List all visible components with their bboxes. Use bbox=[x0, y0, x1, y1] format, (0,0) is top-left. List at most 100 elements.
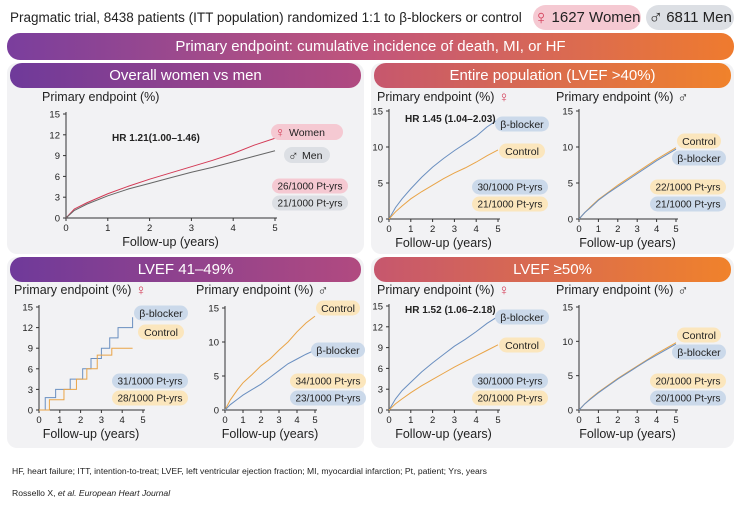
lvef41_women-ylabel: Primary endpoint (%) bbox=[14, 283, 131, 297]
lvef41_men-xlabel: Follow-up (years) bbox=[222, 427, 319, 441]
overall-y-tick-label: 3 bbox=[55, 193, 60, 204]
lvef50_men-y-tick-label: 5 bbox=[568, 371, 573, 382]
lvef50_women-y-tick-label: 0 bbox=[378, 406, 383, 417]
lvef41_women-rate-1: 28/1000 Pt-yrs bbox=[117, 394, 182, 405]
overall-series-line-1 bbox=[65, 150, 276, 219]
overall-male-symbol-icon: ♂ bbox=[288, 147, 299, 163]
entire_men-y-tick-label: 10 bbox=[562, 143, 573, 154]
lvef41_men-x-tick-label: 2 bbox=[258, 415, 263, 426]
panel-title-lvef50: LVEF ≥50% bbox=[374, 257, 731, 282]
lvef50_men-x-tick-label: 2 bbox=[615, 415, 620, 426]
entire_men-legend-label-1-bg bbox=[672, 150, 726, 166]
lvef50_women-legend-label-1-bg bbox=[499, 337, 545, 353]
lvef50_women-legend-label-0: β-blocker bbox=[500, 312, 544, 324]
overall-legend-bg-0 bbox=[271, 124, 343, 140]
lvef41_men-legend-label-0: Control bbox=[321, 303, 355, 315]
lvef50_women-y-tick-label: 12 bbox=[372, 322, 383, 333]
lvef41_men-y-tick-label: 5 bbox=[214, 372, 219, 383]
entire_men-series-line-1 bbox=[578, 148, 677, 220]
lvef41_men-y-tick-label: 15 bbox=[208, 304, 219, 315]
entire_men-xlabel: Follow-up (years) bbox=[579, 236, 676, 250]
primary-endpoint-banner: Primary endpoint: cumulative incidence o… bbox=[7, 33, 734, 60]
lvef50_men-legend-label-1-bg bbox=[672, 344, 726, 360]
lvef41_women-legend-label-1: Control bbox=[144, 327, 178, 339]
lvef41_women-x-tick-label: 5 bbox=[140, 415, 145, 426]
lvef50_men-rate-1-bg bbox=[650, 390, 726, 406]
lvef41_women-x-tick-label: 4 bbox=[120, 415, 125, 426]
lvef41_men-y-tick-label: 0 bbox=[214, 406, 219, 417]
overall-hazard-ratio: HR 1.21(1.00–1.46) bbox=[112, 133, 200, 144]
entire_men-x-tick-label: 5 bbox=[673, 224, 678, 235]
lvef41_men-series-line-1 bbox=[224, 349, 316, 411]
overall-x-tick-label: 4 bbox=[231, 223, 236, 234]
lvef41_men-legend-label-0-bg bbox=[316, 300, 360, 316]
overall-x-tick-label: 2 bbox=[147, 223, 152, 234]
lvef50_men-y-tick-label: 15 bbox=[562, 303, 573, 314]
entire_women-y-tick-label: 10 bbox=[372, 143, 383, 154]
entire_women-legend-label-0-bg bbox=[495, 116, 549, 132]
lvef50_men-y-tick-label: 10 bbox=[562, 337, 573, 348]
lvef41_women-series-line-1 bbox=[39, 347, 133, 411]
men-count: 6811 Men bbox=[666, 9, 732, 26]
lvef50_women-hazard-ratio: HR 1.52 (1.06–2.18) bbox=[405, 305, 496, 316]
women-count: 1627 Women bbox=[551, 9, 641, 26]
overall-x-tick-label: 3 bbox=[189, 223, 194, 234]
lvef50_women-y-tick-label: 15 bbox=[372, 302, 383, 313]
lvef50_women-x-tick-label: 5 bbox=[495, 415, 500, 426]
entire_women-series-line-1 bbox=[388, 149, 499, 220]
lvef41_men-legend-label-1: β-blocker bbox=[316, 345, 360, 357]
overall-xlabel: Follow-up (years) bbox=[122, 235, 219, 249]
lvef41_women-legend-label-0-bg bbox=[134, 305, 188, 321]
entire_men-x-tick-label: 4 bbox=[654, 224, 659, 235]
lvef41_women-female-symbol-icon: ♀ bbox=[135, 282, 146, 299]
citation-journal: et al. European Heart Journal bbox=[57, 488, 171, 498]
lvef41_women-y-tick-label: 9 bbox=[28, 344, 33, 355]
lvef41_women-y-tick-label: 15 bbox=[22, 303, 33, 314]
lvef41_men-male-symbol-icon: ♂ bbox=[317, 282, 328, 299]
lvef50_men-x-tick-label: 1 bbox=[596, 415, 601, 426]
lvef50_men-legend-label-1: β-blocker bbox=[677, 347, 721, 359]
entire_women-legend-label-1-bg bbox=[499, 143, 545, 159]
entire_men-rate-1-bg bbox=[650, 196, 726, 212]
lvef50_women-y-tick-label: 3 bbox=[378, 385, 383, 396]
lvef50_women-series-line-1 bbox=[388, 344, 499, 411]
entire_men-rate-1: 21/1000 Pt-yrs bbox=[655, 200, 720, 211]
lvef50_women-xlabel: Follow-up (years) bbox=[395, 427, 492, 441]
panel-title-lvef41: LVEF 41–49% bbox=[10, 257, 361, 282]
men-count-badge: ♂ 6811 Men bbox=[646, 5, 734, 30]
lvef50_women-x-tick-label: 0 bbox=[386, 415, 391, 426]
lvef41_men-series-line-0 bbox=[224, 315, 316, 411]
lvef41_men-rate-1: 23/1000 Pt-yrs bbox=[295, 394, 360, 405]
lvef50_men-rate-0-bg bbox=[650, 373, 726, 389]
lvef41_men-x-tick-label: 3 bbox=[276, 415, 281, 426]
lvef41_women-x-tick-label: 3 bbox=[99, 415, 104, 426]
entire_men-ylabel: Primary endpoint (%) bbox=[556, 90, 673, 104]
entire_women-x-tick-label: 0 bbox=[386, 224, 391, 235]
entire_women-legend-label-0: β-blocker bbox=[500, 119, 544, 131]
lvef41_women-y-tick-label: 6 bbox=[28, 364, 33, 375]
entire_women-x-tick-label: 4 bbox=[474, 224, 479, 235]
lvef50_men-x-tick-label: 3 bbox=[635, 415, 640, 426]
lvef41_men-x-tick-label: 0 bbox=[222, 415, 227, 426]
lvef50_women-ylabel: Primary endpoint (%) bbox=[377, 283, 494, 297]
overall-y-tick-label: 0 bbox=[55, 214, 60, 225]
lvef41_women-x-tick-label: 1 bbox=[57, 415, 62, 426]
entire_women-x-tick-label: 1 bbox=[408, 224, 413, 235]
abbreviations-footnote: HF, heart failure; ITT, intention-to-tre… bbox=[12, 466, 487, 476]
citation: Rossello X, et al. European Heart Journa… bbox=[12, 488, 170, 498]
lvef41_women-x-tick-label: 0 bbox=[36, 415, 41, 426]
lvef41_women-x-tick-label: 2 bbox=[78, 415, 83, 426]
lvef50_men-x-tick-label: 5 bbox=[673, 415, 678, 426]
entire_men-rate-0: 22/1000 Pt-yrs bbox=[655, 183, 720, 194]
entire_women-rate-0-bg bbox=[472, 179, 548, 195]
entire_men-male-symbol-icon: ♂ bbox=[677, 89, 688, 106]
lvef41_women-xlabel: Follow-up (years) bbox=[43, 427, 140, 441]
women-count-badge: ♀ 1627 Women bbox=[533, 5, 641, 30]
entire_men-y-tick-label: 5 bbox=[568, 179, 573, 190]
entire_men-x-tick-label: 0 bbox=[576, 224, 581, 235]
entire_men-x-tick-label: 2 bbox=[615, 224, 620, 235]
lvef41_women-y-tick-label: 0 bbox=[28, 406, 33, 417]
lvef50_men-x-tick-label: 4 bbox=[654, 415, 659, 426]
lvef41_men-x-tick-label: 1 bbox=[240, 415, 245, 426]
female-symbol-icon: ♀ bbox=[533, 6, 549, 29]
